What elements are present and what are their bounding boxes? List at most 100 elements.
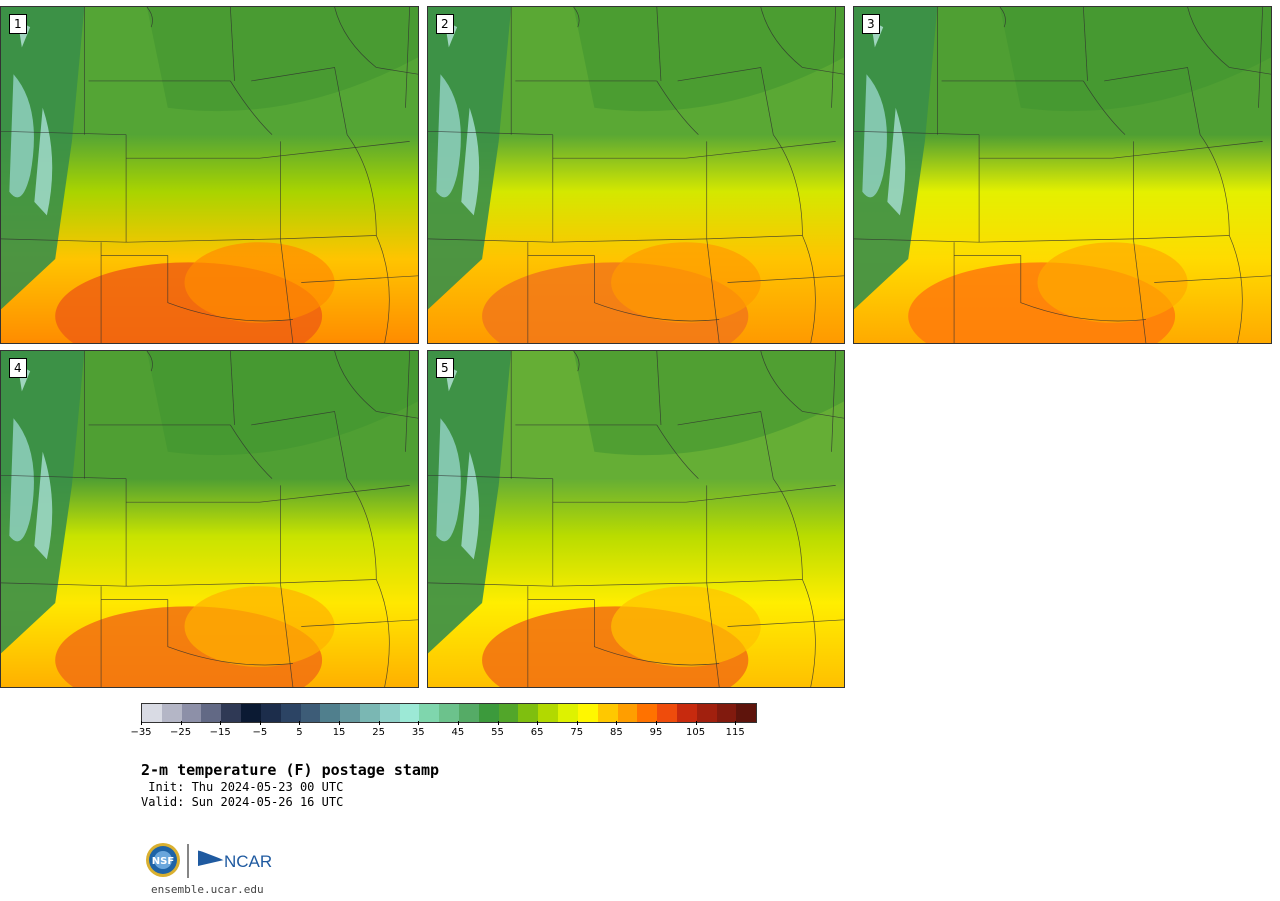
state-border: [706, 582, 720, 687]
colorbar-segment: [558, 704, 578, 722]
state-border: [573, 7, 580, 28]
state-border: [656, 351, 662, 425]
state-border: [802, 579, 816, 687]
temperature-map: [428, 351, 844, 687]
state-border: [280, 238, 294, 343]
colorbar-segment: [300, 704, 321, 722]
colorbar-segment: [577, 704, 598, 722]
state-border: [1154, 275, 1271, 283]
state-border: [552, 238, 707, 243]
state-border: [727, 275, 844, 283]
warm-region: [184, 242, 335, 323]
colorbar-segment: [538, 704, 559, 722]
site-url: ensemble.ucar.edu: [151, 883, 264, 896]
colorbar-tick-label: 25: [372, 727, 386, 738]
colorbar-segment: [241, 704, 261, 722]
colorbar-tick: [141, 721, 142, 725]
temperature-map: [1, 351, 418, 687]
colorbar-tick-label: 65: [530, 727, 544, 738]
state-border: [334, 351, 418, 419]
colorbar-tick-label: 115: [725, 727, 745, 738]
state-border: [831, 351, 837, 452]
map-panel-2: 2: [427, 6, 845, 344]
warm-region: [611, 586, 761, 667]
colorbar-segment: [696, 704, 717, 722]
colorbar-tick-label: 45: [451, 727, 465, 738]
colorbar-tick: [220, 721, 222, 725]
state-border: [428, 130, 553, 136]
state-border: [405, 351, 411, 452]
seal-text: NSF: [152, 856, 174, 867]
colorbar-segment: [459, 704, 479, 722]
state-border: [346, 134, 377, 236]
state-border: [280, 579, 377, 584]
warm-region: [611, 242, 761, 323]
state-border: [230, 80, 273, 135]
colorbar-tick-label: −15: [209, 727, 231, 738]
state-border: [831, 7, 837, 108]
state-border: [1083, 80, 1126, 135]
colorbar-segment: [221, 704, 242, 722]
colorbar-tick-label: −5: [252, 727, 268, 738]
state-border: [772, 478, 803, 580]
high-terrain: [9, 74, 34, 198]
state-border: [706, 579, 803, 584]
colorbar-tick: [576, 721, 578, 725]
colorbar-tick-label: −35: [130, 727, 152, 738]
colorbar-segment: [161, 704, 182, 722]
warm-region: [1037, 242, 1188, 323]
state-border: [251, 67, 348, 135]
colorbar-tick-label: 35: [411, 727, 425, 738]
state-border: [573, 351, 580, 372]
state-border: [656, 424, 699, 479]
temperature-colorbar: [141, 703, 757, 723]
state-border: [428, 582, 553, 587]
high-terrain: [34, 107, 53, 216]
colorbar-segment: [617, 704, 638, 722]
colorbar-tick: [655, 721, 657, 725]
nsf-seal-icon: NSF: [146, 843, 180, 877]
state-border: [727, 619, 844, 627]
colorbar-tick: [735, 721, 737, 725]
colorbar-segment: [736, 704, 757, 722]
cool-region: [573, 351, 844, 456]
colorbar-segment: [637, 704, 658, 722]
colorbar-segment: [439, 704, 459, 722]
state-border: [126, 582, 281, 587]
state-border: [428, 238, 553, 243]
colorbar-tick: [259, 721, 261, 725]
colorbar-tick: [299, 721, 301, 725]
colorbar-segment: [181, 704, 202, 722]
colorbar-tick: [537, 721, 539, 725]
panel-number: 3: [862, 14, 880, 34]
colorbar-tick-label: 55: [491, 727, 504, 738]
state-border: [954, 255, 1146, 322]
sponsor-logos: NSF NCAR: [146, 843, 272, 878]
map-panel-5: 5: [427, 350, 845, 688]
colorbar-segment: [340, 704, 360, 722]
colorbar-tick: [616, 721, 618, 725]
state-border: [772, 134, 803, 236]
title-block: 2-m temperature (F) postage stamp Init: …: [141, 761, 439, 810]
state-border: [1133, 235, 1230, 240]
valid-time: Valid: Sun 2024-05-26 16 UTC: [141, 795, 344, 809]
cool-region: [573, 7, 844, 112]
state-border: [1199, 134, 1230, 236]
map-panel-3: 3: [853, 6, 1272, 344]
colorbar-tick-label: 75: [570, 727, 584, 738]
panel-number: 4: [9, 358, 27, 378]
state-border: [1133, 238, 1147, 343]
state-border: [677, 67, 774, 135]
state-border: [706, 238, 720, 343]
state-border: [760, 351, 844, 419]
high-terrain: [887, 107, 906, 216]
state-border: [802, 235, 816, 343]
state-border: [656, 80, 699, 135]
state-border: [1, 238, 127, 243]
state-border: [999, 7, 1006, 28]
temperature-map: [428, 7, 844, 343]
colorbar-tick: [418, 721, 420, 725]
state-border: [1083, 7, 1088, 81]
state-border: [230, 7, 235, 81]
colorbar-tick-label: −25: [170, 727, 192, 738]
